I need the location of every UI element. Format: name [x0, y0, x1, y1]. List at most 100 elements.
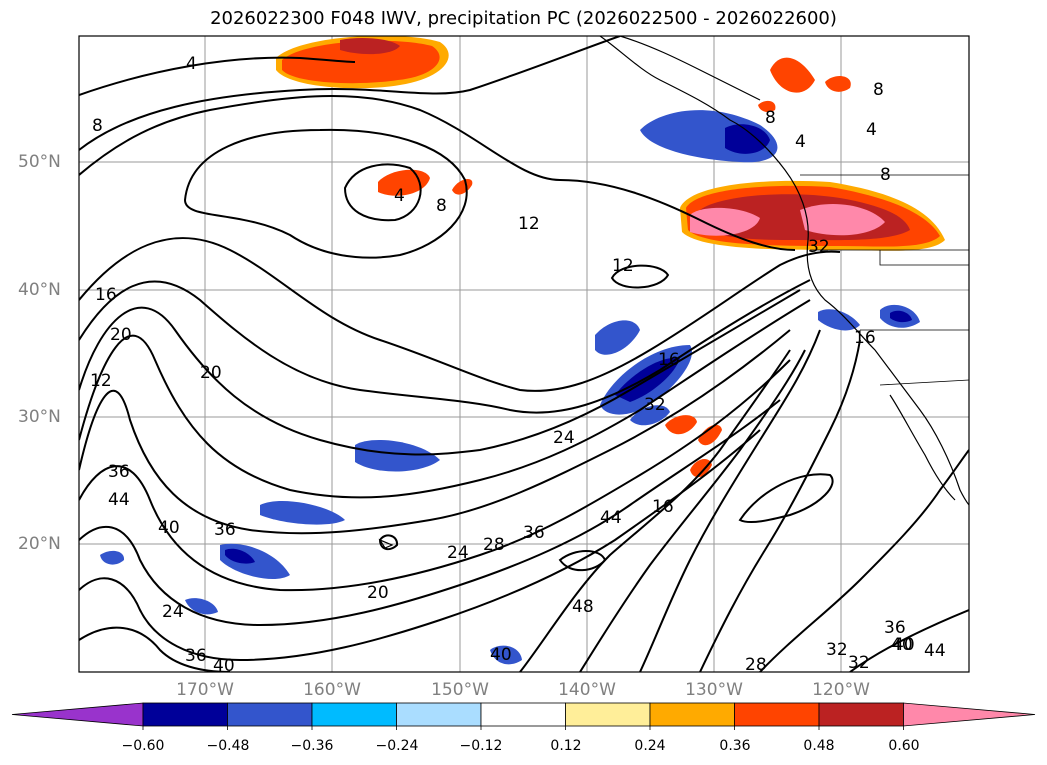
- contour-label: 36: [214, 520, 236, 540]
- border-line: [879, 250, 969, 266]
- precip-region: [630, 405, 670, 426]
- contour-line: [79, 399, 781, 627]
- contour-line: [79, 279, 811, 414]
- contour-line: [79, 429, 761, 662]
- contour-label: 32: [808, 237, 830, 257]
- coastline: [619, 36, 761, 101]
- colorbar-segment: [734, 702, 820, 727]
- precip-region: [665, 415, 697, 435]
- contour-label: 40: [213, 656, 235, 676]
- colorbar-tick-label: −0.48: [206, 738, 250, 754]
- precip-region: [595, 320, 640, 355]
- colorbar-segment: [227, 702, 313, 727]
- precip-region: [825, 76, 851, 92]
- precip-region: [282, 40, 440, 84]
- contour-label: 28: [483, 535, 505, 555]
- contour-label: 24: [553, 428, 575, 448]
- contour-label: 20: [200, 363, 222, 383]
- contour-label: 12: [518, 214, 540, 234]
- precip-region: [225, 548, 255, 564]
- colorbar-tick-label: 0.60: [888, 738, 920, 754]
- contour-line: [79, 95, 796, 251]
- coastline: [378, 538, 394, 549]
- colorbar-extend-low: [11, 702, 144, 727]
- precip-region: [355, 440, 440, 472]
- colorbar-tick-label: −0.24: [375, 738, 419, 754]
- colorbar-segment: [396, 702, 482, 727]
- lon-label-160w: 160°W: [303, 680, 361, 700]
- contour-label: 36: [185, 646, 207, 666]
- contour-line: [79, 299, 811, 499]
- contour-label: 36: [108, 462, 130, 482]
- contour-line: [519, 349, 791, 672]
- colorbar-tick-label: −0.60: [121, 738, 165, 754]
- precip-shading: [100, 36, 945, 665]
- contour-line: [79, 56, 356, 96]
- contour-line: [378, 534, 399, 551]
- coastline: [889, 394, 956, 501]
- colorbar-extend-high: [903, 702, 1036, 727]
- colorbar-segment: [480, 702, 566, 727]
- contour-label: 8: [873, 80, 884, 100]
- contour-line: [610, 264, 670, 289]
- contour-line: [558, 550, 607, 572]
- contour-line: [79, 289, 801, 456]
- contour-line: [849, 609, 969, 672]
- precip-region: [185, 598, 218, 615]
- precip-region: [340, 38, 400, 55]
- contour-label: 44: [924, 641, 946, 661]
- contour-label: 8: [92, 116, 103, 136]
- contour-label: 40: [158, 518, 180, 538]
- lat-label-50n: 50°N: [18, 152, 61, 172]
- lat-label-40n: 40°N: [18, 280, 61, 300]
- contour-line: [639, 329, 821, 672]
- contour-label: 36: [523, 523, 545, 543]
- precip-region: [690, 207, 760, 236]
- colorbar-tick-label: 0.12: [550, 738, 582, 754]
- colorbar-tick-label: 0.24: [634, 738, 666, 754]
- contour-label: 4: [866, 120, 877, 140]
- lon-label-140w: 140°W: [558, 680, 616, 700]
- colorbar-tick-label: −0.12: [459, 738, 503, 754]
- contour-label: 8: [765, 108, 776, 128]
- contour-line: [79, 359, 791, 592]
- lon-label-150w: 150°W: [431, 680, 489, 700]
- contour-label: 44: [108, 490, 130, 510]
- contour-line: [579, 349, 806, 672]
- contour-line: [343, 163, 422, 222]
- lon-label-170w: 170°W: [176, 680, 234, 700]
- grid-lines: [79, 36, 969, 672]
- coastlines: [378, 36, 969, 549]
- lon-label-120w: 120°W: [812, 680, 870, 700]
- contour-label: 20: [110, 325, 132, 345]
- contour-line: [79, 36, 621, 151]
- colorbar-segment: [565, 702, 651, 727]
- colorbar-segment: [818, 702, 904, 727]
- contour-label: 4: [795, 132, 806, 152]
- contour-label: 8: [880, 165, 891, 185]
- colorbar-tick-label: −0.36: [290, 738, 334, 754]
- precip-region: [698, 424, 722, 446]
- contour-line: [79, 626, 231, 672]
- contour-label: 32: [826, 640, 848, 660]
- precip-region: [452, 178, 473, 195]
- plot-frame: [78, 35, 970, 673]
- contour-label: 12: [90, 371, 112, 391]
- colorbar-tick-label: 0.48: [803, 738, 835, 754]
- map-title: 2026022300 F048 IWV, precipitation PC (2…: [210, 8, 837, 29]
- contour-label: 24: [447, 543, 469, 563]
- precip-region: [770, 57, 815, 93]
- colorbar-segment: [649, 702, 735, 727]
- precip-region: [100, 550, 125, 565]
- contour-label: 24: [162, 602, 184, 622]
- contour-label: 40: [891, 635, 913, 655]
- contour-label: 32: [848, 653, 870, 673]
- contour-label: 32: [644, 395, 666, 415]
- border-line: [879, 379, 969, 386]
- contour-label: 16: [652, 497, 674, 517]
- contour-label: 4: [186, 54, 197, 74]
- colorbar-segment: [311, 702, 397, 727]
- contour-label: 40: [490, 645, 512, 665]
- contour-line: [738, 473, 834, 524]
